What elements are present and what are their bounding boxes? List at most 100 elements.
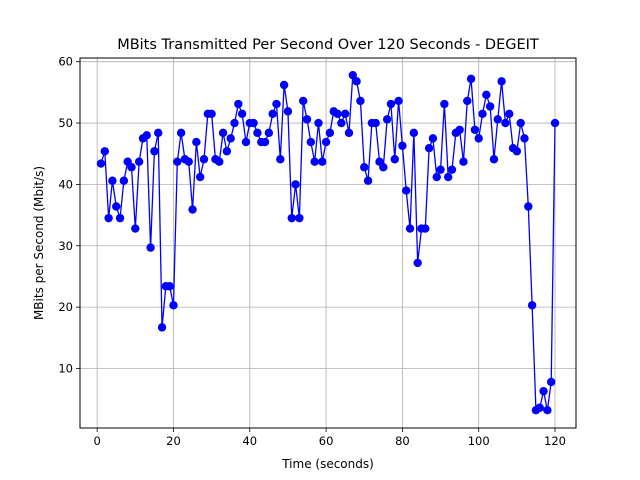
data-point	[195, 172, 205, 182]
data-point	[173, 157, 182, 166]
data-point	[535, 403, 544, 412]
x-tick-label: 0	[94, 434, 101, 448]
data-point	[543, 406, 552, 415]
data-point	[226, 134, 235, 143]
data-point	[302, 115, 312, 124]
data-point	[314, 118, 323, 128]
data-point	[215, 157, 224, 166]
x-tick-label: 80	[395, 434, 410, 448]
data-point	[283, 107, 293, 116]
data-point	[321, 137, 331, 147]
data-point	[295, 213, 304, 223]
data-point	[291, 180, 300, 189]
data-point	[119, 176, 129, 185]
data-point	[482, 90, 491, 100]
data-point	[146, 243, 155, 252]
data-point	[142, 131, 151, 140]
chart-title: MBits Transmitted Per Second Over 120 Se…	[117, 37, 539, 53]
data-point	[131, 224, 140, 233]
data-point	[299, 96, 308, 106]
data-point	[234, 99, 243, 109]
data-point	[485, 102, 495, 111]
data-point	[268, 109, 277, 119]
data-point	[325, 128, 335, 138]
axis-ticks: 0 20 40 60 80 100 120 10 20 30 40 50 60	[58, 55, 566, 448]
data-point	[474, 134, 483, 143]
data-point	[165, 282, 174, 291]
data-point	[104, 213, 113, 223]
data-point	[176, 128, 186, 138]
x-tick-label: 120	[544, 434, 566, 448]
data-point	[241, 137, 251, 147]
data-point	[402, 186, 411, 195]
data-point	[379, 163, 388, 172]
x-tick-label: 100	[468, 434, 490, 448]
plot-area-frame	[79, 57, 577, 429]
data-point	[310, 157, 319, 166]
data-point	[394, 96, 403, 106]
data-point	[318, 157, 327, 166]
y-tick-label: 40	[58, 177, 73, 191]
data-point	[512, 147, 522, 156]
data-point	[505, 109, 514, 119]
data-point	[115, 213, 125, 223]
data-point	[100, 147, 110, 156]
data-point	[207, 109, 216, 119]
data-point	[264, 128, 274, 138]
x-axis-label: Time (seconds)	[281, 457, 374, 471]
data-point	[436, 165, 445, 174]
data-point	[524, 202, 533, 211]
data-point	[237, 109, 247, 119]
data-point	[382, 115, 392, 124]
data-point	[230, 118, 239, 128]
x-tick-label: 20	[166, 434, 181, 448]
data-point	[253, 128, 262, 138]
data-point	[184, 157, 193, 166]
data-point	[443, 172, 453, 182]
data-point	[527, 301, 537, 310]
y-tick-label: 10	[58, 361, 73, 375]
data-point	[386, 99, 396, 109]
data-point	[344, 128, 354, 138]
data-point	[432, 172, 441, 182]
data-point	[333, 109, 342, 119]
data-point	[249, 118, 258, 128]
data-point	[463, 96, 472, 106]
data-point	[112, 202, 121, 211]
data-point	[337, 118, 346, 128]
data-point	[134, 157, 144, 166]
data-point	[447, 165, 457, 174]
data-point	[352, 77, 361, 86]
data-point	[199, 155, 209, 164]
data-point	[371, 118, 380, 128]
data-point	[390, 155, 399, 164]
data-point	[539, 386, 548, 396]
data-point	[154, 128, 163, 138]
data-point	[493, 115, 502, 124]
data-point	[520, 134, 529, 143]
data-point	[218, 128, 228, 138]
data-point	[455, 125, 464, 134]
data-point	[192, 137, 201, 147]
data-point	[398, 141, 407, 150]
y-tick-label: 50	[58, 116, 73, 130]
data-point	[356, 96, 365, 106]
data-point	[276, 155, 285, 164]
data-point	[466, 74, 476, 84]
y-tick-label: 20	[58, 300, 73, 314]
data-point	[360, 163, 369, 172]
data-point	[409, 128, 419, 138]
data-point	[340, 109, 350, 119]
data-point	[108, 176, 117, 185]
data-point	[497, 77, 506, 86]
data-point	[157, 323, 167, 332]
data-point	[348, 70, 357, 80]
data-point	[478, 109, 487, 119]
data-point	[188, 205, 197, 214]
y-tick-label: 60	[58, 55, 73, 69]
data-point	[279, 80, 289, 90]
data-point	[363, 176, 373, 185]
data-point	[489, 155, 499, 164]
